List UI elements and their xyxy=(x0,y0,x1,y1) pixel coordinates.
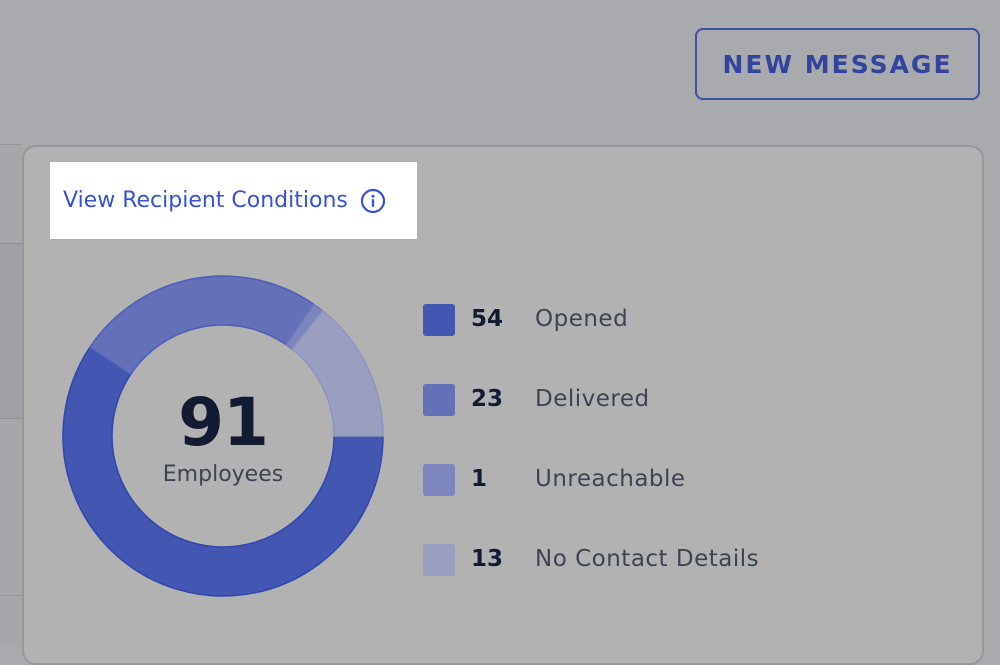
legend-item-unreachable: 1 Unreachable xyxy=(423,462,823,498)
info-circle-icon[interactable] xyxy=(360,188,386,214)
legend-swatch-no-contact-details xyxy=(423,544,455,576)
new-message-button[interactable]: NEW MESSAGE xyxy=(695,28,980,100)
legend-item-no-contact-details: 13 No Contact Details xyxy=(423,542,823,578)
legend-swatch-unreachable xyxy=(423,464,455,496)
legend-label-no-contact-details: No Contact Details xyxy=(535,546,760,572)
legend-label-opened: Opened xyxy=(535,306,629,332)
view-recipient-conditions-label: View Recipient Conditions xyxy=(63,188,348,213)
legend-label-unreachable: Unreachable xyxy=(535,466,686,492)
legend-label-delivered: Delivered xyxy=(535,386,650,412)
total-employees-label: Employees xyxy=(162,461,284,487)
legend-swatch-delivered xyxy=(423,384,455,416)
legend-count-opened: 54 xyxy=(471,306,504,332)
employee-status-donut-chart xyxy=(62,275,384,597)
total-employees-count: 91 xyxy=(178,383,269,461)
legend-count-delivered: 23 xyxy=(471,386,504,412)
donut-segment-no-contact-details[interactable] xyxy=(291,309,384,437)
legend-count-unreachable: 1 xyxy=(471,466,488,492)
table-panel-edge xyxy=(0,144,22,646)
legend-item-opened: 54 Opened xyxy=(423,302,823,338)
selected-table-row[interactable] xyxy=(0,243,22,419)
row-divider xyxy=(0,595,22,596)
view-recipient-conditions-link[interactable]: View Recipient Conditions xyxy=(50,162,417,239)
legend-swatch-opened xyxy=(423,304,455,336)
legend-count-no-contact-details: 13 xyxy=(471,546,504,572)
donut-center: 91 Employees xyxy=(62,275,384,597)
donut-segment-opened[interactable] xyxy=(62,346,384,597)
legend-item-delivered: 23 Delivered xyxy=(423,382,823,418)
